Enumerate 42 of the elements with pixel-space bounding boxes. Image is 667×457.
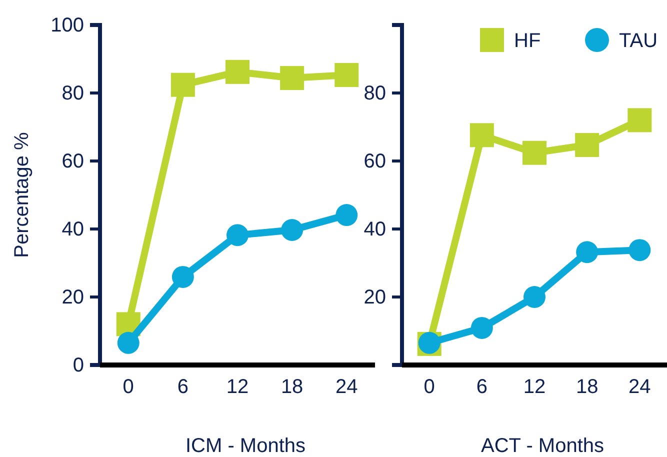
x-tick-label: 6	[476, 376, 488, 398]
legend-label: TAU	[619, 30, 658, 52]
x-axis-title: ACT - Months	[481, 435, 604, 457]
y-tick-label: 100	[50, 14, 84, 36]
point	[226, 60, 250, 84]
x-tick-label: 0	[122, 376, 134, 398]
y-tick-label: 0	[72, 354, 84, 376]
legend-label: HF	[514, 30, 541, 52]
x-tick-label: 18	[280, 376, 304, 398]
x-tick-label: 6	[177, 376, 188, 398]
y-tick-label: 40	[62, 218, 84, 240]
y-tick-label: 40	[364, 218, 386, 240]
x-tick-label: 24	[336, 376, 358, 398]
point	[281, 219, 304, 242]
point	[576, 241, 598, 264]
x-axis-title: ICM - Months	[185, 435, 306, 457]
y-tick-label: 60	[364, 150, 386, 172]
y-axis-title: Percentage %	[11, 132, 33, 258]
point	[117, 332, 140, 354]
y-tick-label: 80	[364, 82, 386, 104]
x-tick-label: 18	[576, 376, 598, 398]
x-tick-label: 0	[424, 376, 435, 398]
y-tick-label: 20	[62, 286, 84, 308]
point	[226, 224, 248, 246]
point	[470, 123, 494, 148]
point	[170, 72, 195, 97]
x-tick-label: 12	[226, 376, 249, 398]
point	[628, 239, 651, 262]
point	[524, 286, 546, 308]
y-tick-label: 60	[62, 150, 84, 172]
y-tick-label: 20	[364, 286, 386, 308]
point	[172, 266, 194, 288]
point	[280, 66, 304, 90]
y-tick-label: 80	[62, 82, 84, 104]
point	[575, 133, 600, 158]
point	[628, 108, 652, 132]
x-tick-label: 24	[628, 376, 651, 398]
x-tick-label: 12	[523, 376, 546, 398]
point	[470, 316, 493, 339]
point	[334, 62, 359, 87]
point	[522, 140, 546, 165]
point	[336, 204, 358, 226]
